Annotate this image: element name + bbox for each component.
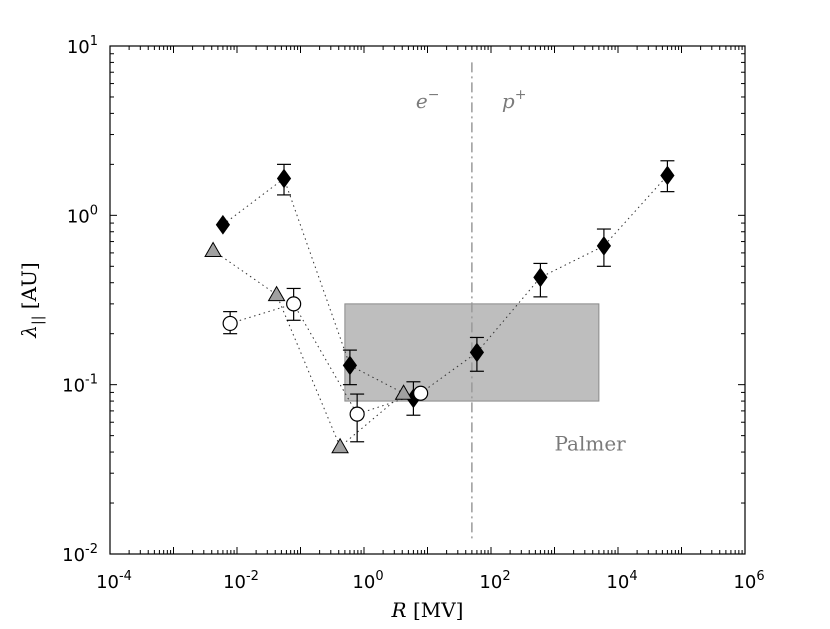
circle-point xyxy=(286,296,302,312)
triangle-point xyxy=(204,241,222,257)
x-tick-label: 10-2 xyxy=(223,569,259,593)
y-axis-label: λ|| [AU] xyxy=(17,262,46,338)
connector-lines-layer xyxy=(212,175,668,448)
y-tick-label: 101 xyxy=(67,34,98,58)
proton-label: p+ xyxy=(502,87,527,113)
triangle-point xyxy=(394,384,413,400)
diamond-point xyxy=(469,342,485,363)
circle-point xyxy=(222,315,238,332)
x-axis-label: R [MV] xyxy=(391,598,464,622)
electron-label: e− xyxy=(416,87,440,113)
y-tick-label: 100 xyxy=(67,203,98,227)
series-0-connector xyxy=(222,175,668,399)
x-tick-label: 106 xyxy=(733,569,764,593)
series-1-connector xyxy=(230,303,421,415)
y-tick-label: 10-1 xyxy=(62,373,98,397)
diamond-point xyxy=(596,236,612,256)
x-tick-label: 104 xyxy=(606,569,637,593)
x-tick-label: 10-4 xyxy=(96,569,132,593)
axes-layer xyxy=(109,45,746,555)
circle-point xyxy=(349,406,365,422)
shade-layer xyxy=(344,62,600,541)
x-tick-label: 102 xyxy=(479,569,510,593)
diamond-point xyxy=(342,355,358,376)
y-tick-label: 10-2 xyxy=(62,542,98,566)
labels-layer: Palmer e− p+ 10-4 10-2 100 102 104 106 10-2 10-1 10… xyxy=(17,34,765,622)
palmer-label: Palmer xyxy=(555,431,627,455)
diamond-point xyxy=(276,168,292,189)
triangle-point xyxy=(267,285,286,302)
x-tick-label: 100 xyxy=(352,569,383,593)
markers-layer xyxy=(204,165,675,454)
plot-frame xyxy=(109,45,746,555)
triangle-point xyxy=(331,437,349,454)
diamond-point xyxy=(215,214,231,235)
diamond-point xyxy=(660,165,675,186)
circle-point xyxy=(413,385,429,401)
diamond-point xyxy=(533,267,548,288)
